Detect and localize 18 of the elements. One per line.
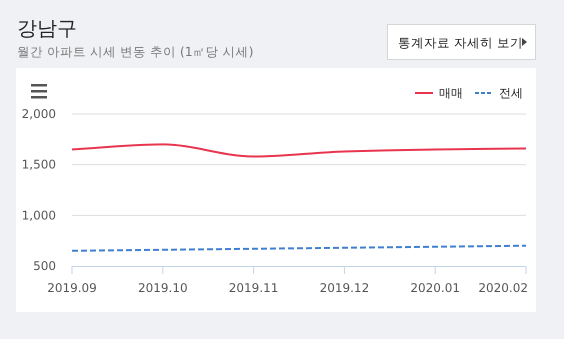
y-tick-label: 500 (33, 259, 56, 273)
x-tick-label: 2019.12 (320, 281, 370, 295)
button: 통계자료 자세히 보기 (387, 24, 536, 60)
x-tick-label: 2019.09 (47, 281, 97, 295)
line-series (71, 143, 527, 158)
y-tick-label: 1,500 (22, 158, 56, 172)
legend-label: 전세 (499, 86, 523, 100)
x-tick-label: 2019.10 (138, 281, 188, 295)
y-tick-label: 2,000 (22, 107, 56, 121)
y-tick-label: 1,000 (22, 208, 56, 222)
legend-item: 전세 (475, 86, 523, 100)
x-tick-label: 2020.02 (478, 281, 528, 295)
chart-subtitle: 월간 아파트 시세 변동 추이 (1㎡당 시세) (17, 44, 254, 59)
chart-title: 강남구 (17, 16, 77, 40)
legend-label: 매매 (439, 86, 463, 100)
x-tick-label: 2020.01 (410, 281, 460, 295)
legend-item: 매매 (415, 86, 463, 100)
x-tick-label: 2019.11 (228, 281, 278, 295)
